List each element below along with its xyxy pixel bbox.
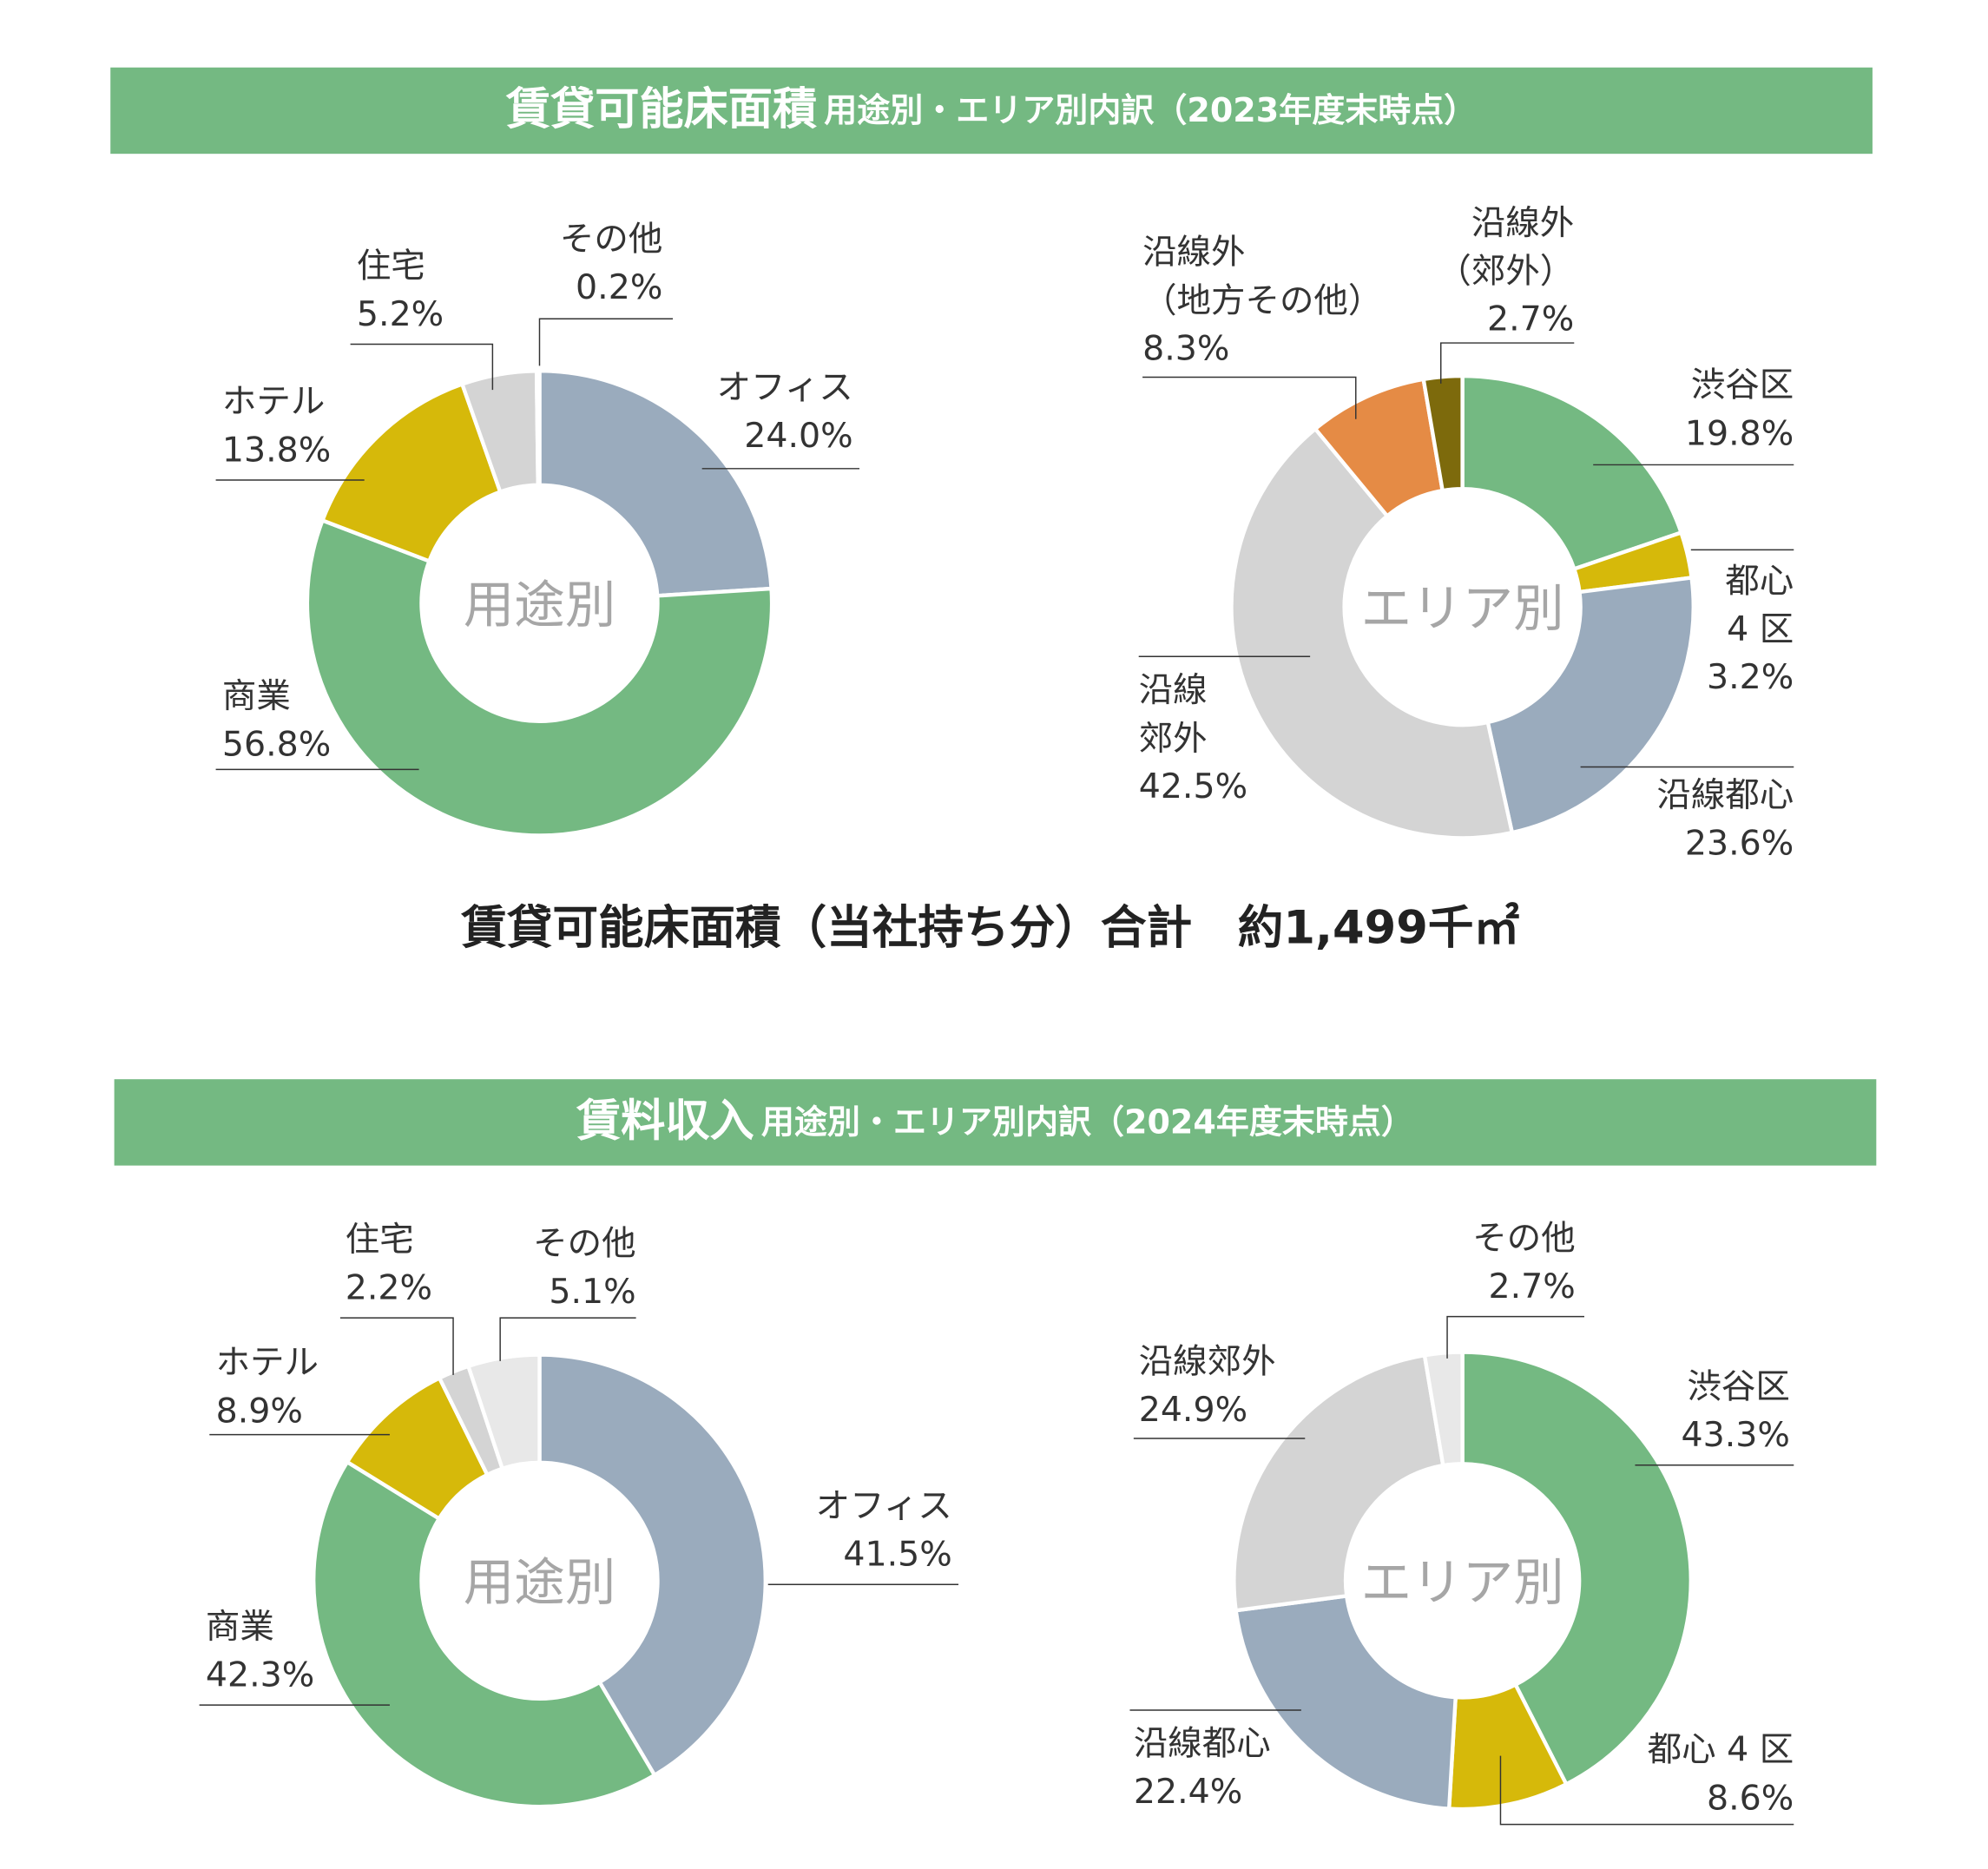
slice-value-label: 3.2% xyxy=(1707,657,1794,697)
slice-category: 沿線外（郊外） xyxy=(1437,203,1574,292)
center-label: 用途別 xyxy=(464,576,615,635)
center-label: エリア別 xyxy=(1361,579,1564,638)
slice-category: 沿線都心 xyxy=(1134,1723,1271,1763)
donut-slice xyxy=(1229,425,1515,840)
slice-value-label: 42.5% xyxy=(1139,767,1247,806)
header-title: 賃貸可能床面積 用途別・エリア別内訳（2023年度末時点） xyxy=(505,83,1477,135)
slice-category: 都心 4 区 xyxy=(1648,1730,1794,1770)
donut-slice xyxy=(465,1352,542,1471)
slice-category: その他 xyxy=(533,1223,635,1263)
slice-category: 渋谷区 xyxy=(1691,365,1794,405)
slice-value-label: 8.9% xyxy=(216,1391,303,1431)
leader-line xyxy=(1440,342,1575,384)
slice-category: オフィス xyxy=(816,1486,952,1526)
donut-slice xyxy=(534,369,542,488)
slice-value-label: 56.8% xyxy=(222,725,331,765)
slice-value-label: 2.2% xyxy=(346,1267,432,1307)
header-main: 賃料収入 xyxy=(576,1095,754,1147)
header-bar xyxy=(114,1079,1877,1166)
slice-value-label: 19.8% xyxy=(1685,413,1794,453)
slice-value-label: 13.8% xyxy=(222,430,331,470)
header-title: 賃料収入 用途別・エリア別内訳（2024年度末時点） xyxy=(576,1095,1414,1147)
slice-value-label: 2.7% xyxy=(1487,299,1574,339)
leader-line xyxy=(538,318,674,366)
slice-category: ホテル xyxy=(222,382,325,422)
donut-slice xyxy=(1460,1350,1693,1787)
slice-value-label: 8.6% xyxy=(1707,1778,1794,1818)
center-label: エリア別 xyxy=(1361,1553,1564,1612)
slice-value-label: 2.7% xyxy=(1488,1267,1575,1306)
header-bar xyxy=(110,67,1873,155)
donut-slice xyxy=(1232,1352,1445,1613)
slice-category: 住宅 xyxy=(357,246,425,286)
leader-line xyxy=(1142,376,1357,419)
slice-category: 渋谷区 xyxy=(1687,1367,1789,1407)
slice-category: その他 xyxy=(560,220,662,260)
slice-value-label: 42.3% xyxy=(206,1655,314,1695)
slice-category: 住宅 xyxy=(346,1220,414,1260)
leader-line xyxy=(499,1317,636,1361)
donut-slice xyxy=(1485,576,1695,835)
slice-category: 商業 xyxy=(222,676,291,716)
slice-value-label: 5.1% xyxy=(549,1272,635,1312)
slice-category: オフィス xyxy=(717,368,853,408)
slice-value-label: 41.5% xyxy=(843,1535,951,1575)
slice-value-label: 5.2% xyxy=(357,294,444,334)
slice-value-label: 0.2% xyxy=(576,267,662,307)
slice-category: 沿線郊外 xyxy=(1139,670,1208,759)
donut-slice xyxy=(1234,1593,1458,1811)
total-note: 賃貸可能床面積（当社持ち分）合計 約1,499千㎡ xyxy=(460,902,1519,955)
donut-slice xyxy=(312,1459,657,1809)
slice-category: ホテル xyxy=(216,1343,319,1383)
leader-line xyxy=(1499,1755,1794,1826)
donut-slice xyxy=(1422,1350,1465,1468)
header-main: 賃貸可能床面積 xyxy=(505,83,818,135)
donut-slice xyxy=(1460,373,1684,572)
slice-category: 沿線郊外 xyxy=(1139,1341,1276,1381)
slice-category: 沿線都心 xyxy=(1656,775,1794,815)
slice-category: その他 xyxy=(1472,1218,1575,1258)
donut-slice xyxy=(305,517,774,838)
donut-slice xyxy=(319,381,504,564)
slice-category: 沿線外（地方その他） xyxy=(1142,232,1382,320)
slice-value-label: 24.0% xyxy=(744,416,852,456)
header-sub: 用途別・エリア別内訳（2023年度末時点） xyxy=(824,90,1477,128)
slice-category: 都心 4 区 xyxy=(1725,561,1794,649)
leader-line xyxy=(339,1317,454,1375)
leader-line xyxy=(350,343,494,391)
slice-value-label: 43.3% xyxy=(1681,1415,1789,1455)
center-label: 用途別 xyxy=(464,1553,615,1612)
slice-value-label: 8.3% xyxy=(1142,328,1229,368)
donut-slice xyxy=(537,369,773,598)
slice-value-label: 24.9% xyxy=(1139,1390,1247,1430)
slice-value-label: 22.4% xyxy=(1134,1772,1242,1812)
header-sub: 用途別・エリア別内訳（2024年度末時点） xyxy=(761,1102,1414,1141)
slice-value-label: 23.6% xyxy=(1685,824,1794,864)
slice-category: 商業 xyxy=(206,1607,274,1647)
donut-slice xyxy=(537,1352,767,1778)
donut-slice xyxy=(1421,373,1465,493)
leader-line xyxy=(1446,1315,1584,1359)
